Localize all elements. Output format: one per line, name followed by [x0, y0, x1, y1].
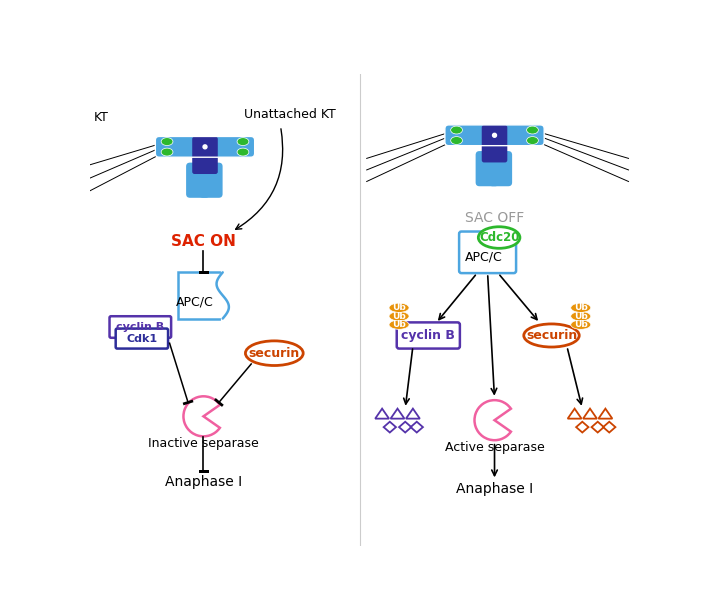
FancyBboxPatch shape [482, 125, 508, 163]
FancyBboxPatch shape [155, 136, 255, 157]
Ellipse shape [571, 320, 591, 329]
FancyBboxPatch shape [178, 273, 223, 319]
Text: cyclin B: cyclin B [402, 329, 455, 342]
Ellipse shape [237, 138, 249, 146]
FancyArrowPatch shape [236, 129, 283, 229]
Ellipse shape [571, 303, 591, 313]
FancyBboxPatch shape [445, 125, 544, 146]
FancyBboxPatch shape [489, 151, 512, 186]
Ellipse shape [389, 303, 409, 313]
Ellipse shape [161, 148, 173, 156]
Text: KT: KT [93, 111, 108, 123]
Wedge shape [183, 396, 220, 437]
Text: Anaphase I: Anaphase I [456, 483, 533, 497]
FancyBboxPatch shape [186, 163, 209, 198]
Text: Ub: Ub [574, 320, 588, 329]
Wedge shape [475, 400, 511, 440]
Text: Ub: Ub [392, 312, 406, 321]
FancyBboxPatch shape [459, 231, 516, 273]
Text: SAC ON: SAC ON [171, 234, 236, 249]
Ellipse shape [389, 312, 409, 321]
Ellipse shape [571, 312, 591, 321]
Ellipse shape [237, 148, 249, 156]
FancyBboxPatch shape [116, 328, 168, 349]
Text: Ub: Ub [392, 320, 406, 329]
FancyBboxPatch shape [476, 151, 499, 186]
FancyBboxPatch shape [397, 322, 460, 349]
Text: cyclin B: cyclin B [117, 322, 164, 332]
Text: Inactive separase: Inactive separase [148, 437, 259, 450]
Text: Ub: Ub [574, 312, 588, 321]
Ellipse shape [161, 138, 173, 146]
Text: Ub: Ub [574, 303, 588, 313]
Text: securin: securin [526, 329, 577, 342]
Ellipse shape [478, 227, 520, 248]
Ellipse shape [451, 136, 463, 144]
Text: securin: securin [249, 347, 300, 360]
Text: Unattached KT: Unattached KT [244, 108, 336, 122]
Ellipse shape [246, 341, 303, 365]
Text: APC/C: APC/C [465, 251, 503, 263]
Text: Cdk1: Cdk1 [126, 333, 157, 344]
FancyBboxPatch shape [199, 163, 223, 198]
Text: SAC OFF: SAC OFF [465, 211, 524, 225]
Text: APC/C: APC/C [176, 296, 214, 309]
Circle shape [493, 133, 496, 138]
Circle shape [203, 145, 207, 149]
Text: Ub: Ub [392, 303, 406, 313]
FancyBboxPatch shape [110, 316, 171, 338]
Ellipse shape [451, 126, 463, 134]
Text: Active separase: Active separase [444, 441, 544, 454]
Ellipse shape [524, 324, 579, 347]
Text: Anaphase I: Anaphase I [165, 475, 242, 489]
FancyBboxPatch shape [192, 137, 218, 174]
Ellipse shape [526, 126, 538, 134]
Ellipse shape [389, 320, 409, 329]
Text: Cdc20: Cdc20 [479, 231, 519, 244]
Ellipse shape [526, 136, 538, 144]
